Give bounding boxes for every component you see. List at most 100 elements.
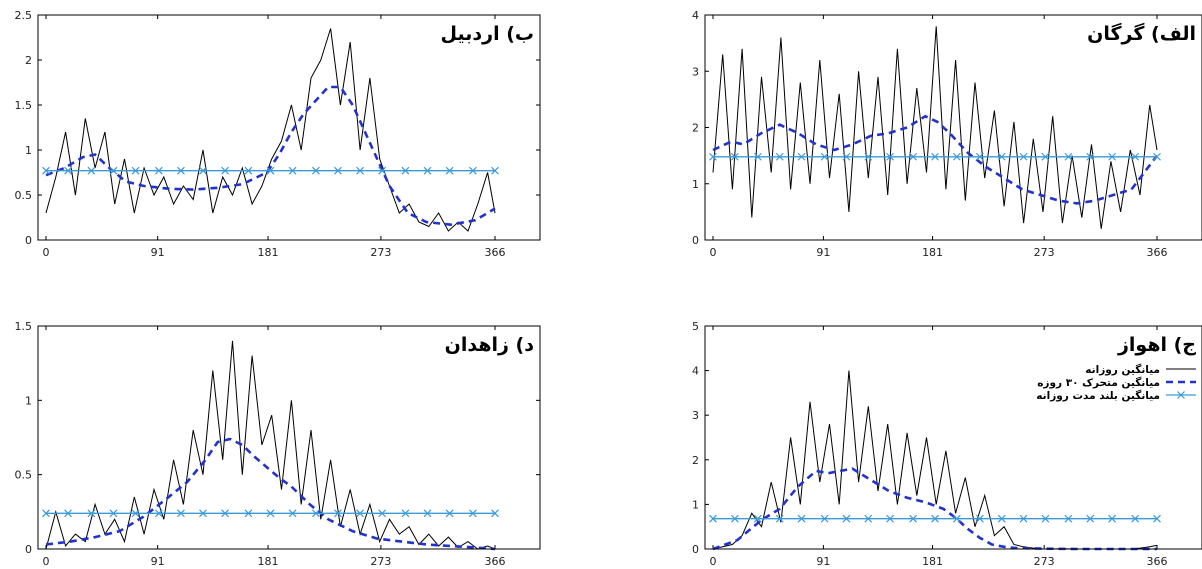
x-tick-label: 181 [922, 555, 943, 568]
series-point-long-term [1041, 514, 1050, 523]
series-point-long-term [864, 152, 873, 161]
series-point-long-term [797, 152, 806, 161]
series-point-long-term [842, 152, 851, 161]
plot-frame [704, 14, 1202, 241]
y-tick-label: 0 [692, 543, 699, 556]
series-point-long-term [401, 166, 410, 175]
chart-panel-0: 0 91 181 273 366 0 0.5 1 1.5 2 2.5 ب) اردبیل [15, 9, 541, 259]
x-tick-label: 366 [485, 555, 506, 568]
series-point-long-term [221, 166, 230, 175]
series-point-long-term [334, 166, 342, 175]
series-point-long-term [730, 152, 739, 161]
series-point-long-term [311, 509, 320, 518]
y-tick-label: 4 [692, 9, 699, 22]
series-point-long-term [886, 514, 895, 523]
series-point-long-term [775, 514, 784, 523]
series-point-long-term [909, 152, 918, 161]
chart-title: ج) اهواز [1117, 334, 1196, 356]
series-point-long-term [109, 509, 118, 518]
chart-title: ب) اردبیل [441, 23, 534, 45]
series-point-long-term [131, 509, 140, 518]
y-tick-label: 0 [692, 234, 699, 247]
series-point-long-term [468, 166, 477, 175]
series-point-long-term [909, 514, 918, 523]
series-point-long-term [378, 166, 387, 175]
series-point-long-term [1086, 152, 1095, 161]
x-tick-label: 273 [1034, 555, 1055, 568]
chart-panel-1: 0 91 181 273 366 0 1 2 3 4 الف) گرگان [692, 9, 1202, 259]
series-point-long-term [842, 514, 851, 523]
y-tick-label: 2 [692, 454, 699, 467]
series-point-long-term [864, 514, 873, 523]
series-point-long-term [42, 166, 50, 175]
y-tick-label: 1 [692, 498, 699, 511]
series-point-long-term [221, 509, 230, 518]
x-tick-label: 366 [485, 246, 506, 259]
y-tick-label: 0 [25, 234, 32, 247]
series-point-long-term [356, 166, 364, 175]
series-point-long-term [244, 166, 253, 175]
series-point-long-term [1019, 514, 1028, 523]
series-point-long-term [177, 166, 185, 175]
series-point-long-term [886, 152, 895, 161]
series-point-long-term [709, 152, 717, 161]
x-tick-label: 181 [258, 246, 279, 259]
y-tick-label: 2 [692, 122, 699, 135]
series-point-long-term [64, 509, 73, 518]
legend-label: میانگین متحرک ۳۰ روزه [1037, 376, 1160, 389]
series-point-long-term [199, 166, 207, 175]
series-point-long-term [468, 509, 477, 518]
series-point-long-term [797, 514, 806, 523]
x-tick-label: 273 [370, 555, 391, 568]
series-point-long-term [491, 166, 499, 175]
y-tick-label: 1.5 [15, 320, 33, 333]
y-tick-label: 2 [25, 54, 32, 67]
series-point-long-term [356, 509, 364, 518]
series-point-long-term [445, 166, 454, 175]
series-point-long-term [288, 509, 297, 518]
legend-label: میانگین بلند مدت روزانه [1036, 389, 1160, 402]
series-point-long-term [401, 509, 410, 518]
series-point-long-term [997, 152, 1006, 161]
x-tick-label: 181 [258, 555, 279, 568]
series-point-long-term [931, 514, 939, 523]
series-point-long-term [753, 514, 762, 523]
y-tick-label: 1.5 [15, 99, 33, 112]
series-point-long-term [1086, 514, 1095, 523]
x-tick-label: 91 [816, 555, 830, 568]
chart-title: الف) گرگان [1087, 22, 1196, 45]
series-line-ma30 [45, 437, 496, 551]
y-tick-label: 3 [692, 65, 699, 78]
y-tick-label: 4 [692, 365, 699, 378]
series-point-long-term [820, 152, 829, 161]
y-tick-label: 1 [692, 178, 699, 191]
series-point-long-term [753, 152, 762, 161]
series-point-long-term [266, 509, 275, 518]
y-tick-label: 5 [692, 320, 699, 333]
y-tick-label: 0.5 [15, 469, 33, 482]
chart-panel-2: 0 91 181 273 366 0 0.5 1 1.5 د) زاهدان [15, 320, 541, 568]
series-point-long-term [266, 166, 275, 175]
series-point-long-term [709, 514, 717, 523]
series-point-long-term [334, 509, 342, 518]
x-tick-label: 91 [151, 555, 165, 568]
series-point-long-term [244, 509, 253, 518]
series-point-long-term [311, 166, 320, 175]
x-tick-label: 91 [151, 246, 165, 259]
series-point-long-term [975, 152, 984, 161]
series-point-long-term [1064, 152, 1073, 161]
x-tick-label: 0 [710, 555, 717, 568]
series-point-long-term [154, 166, 163, 175]
series-point-long-term [730, 514, 739, 523]
x-tick-label: 0 [43, 246, 50, 259]
legend-marker-long-term [1177, 391, 1185, 399]
series-line-daily [45, 340, 496, 550]
x-tick-label: 181 [922, 246, 943, 259]
series-point-long-term [131, 166, 140, 175]
y-tick-label: 1 [25, 144, 32, 157]
x-tick-label: 91 [816, 246, 830, 259]
x-tick-label: 273 [370, 246, 391, 259]
series-point-long-term [87, 509, 96, 518]
series-point-long-term [975, 514, 984, 523]
series-point-long-term [378, 509, 387, 518]
